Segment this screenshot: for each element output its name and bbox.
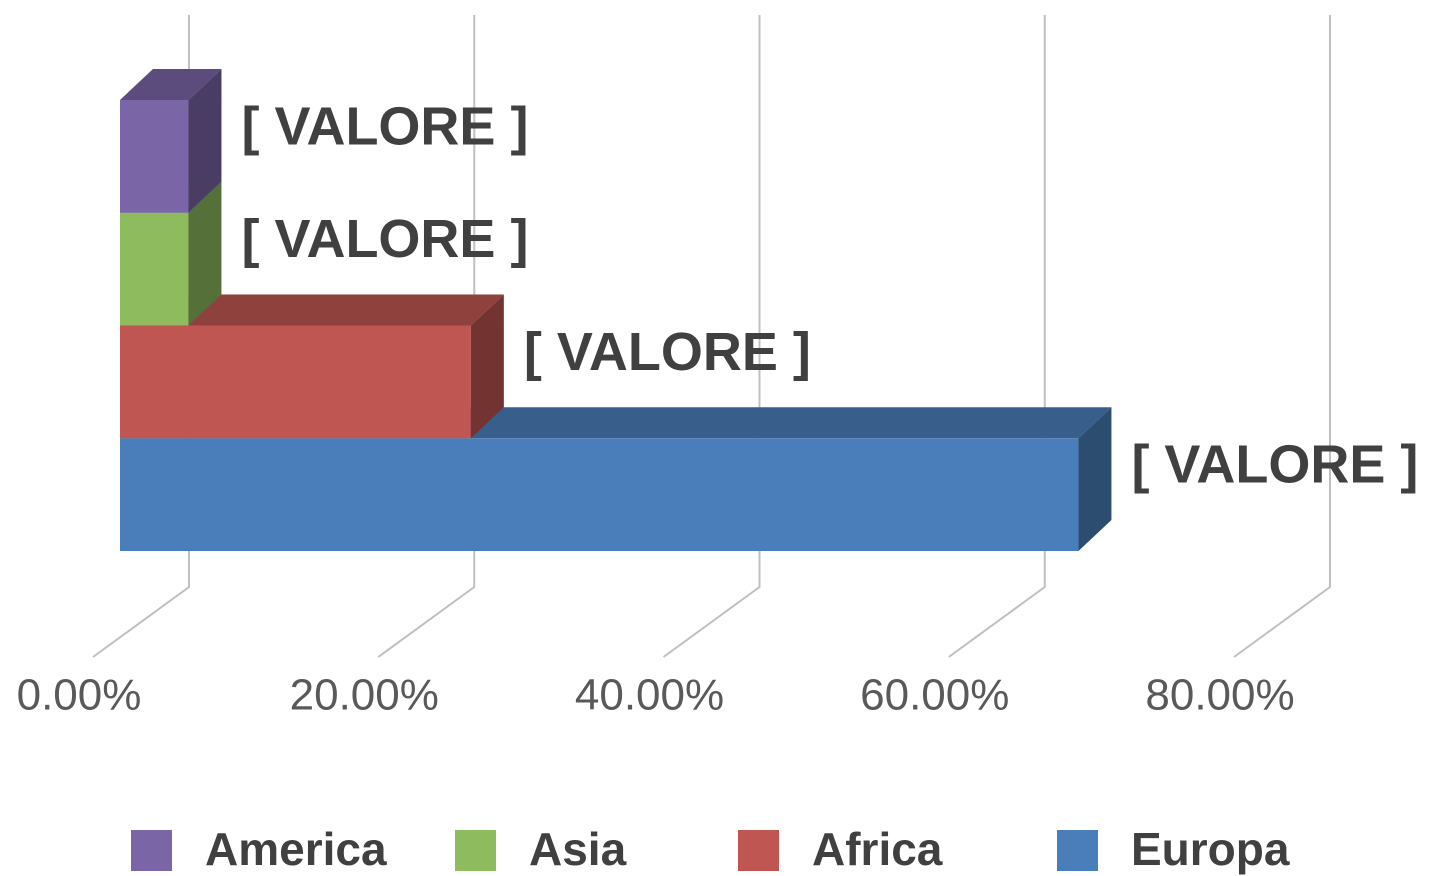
bar bbox=[120, 100, 189, 213]
grid-line bbox=[662, 15, 761, 658]
bar-side bbox=[1078, 407, 1112, 551]
bar-top bbox=[120, 294, 504, 326]
bar-side bbox=[188, 181, 222, 326]
legend-label: Asia bbox=[529, 823, 627, 875]
bar bbox=[120, 212, 189, 326]
grid-line bbox=[377, 15, 476, 658]
legend-swatch bbox=[1057, 830, 1098, 871]
data-label: [ VALORE ] bbox=[1131, 435, 1418, 495]
legend-label: America bbox=[205, 823, 387, 875]
x-tick-label: 40.00% bbox=[575, 671, 724, 720]
legend-label: Africa bbox=[812, 823, 943, 875]
legend-swatch bbox=[131, 830, 172, 871]
data-label: [ VALORE ] bbox=[524, 322, 811, 382]
bar-side bbox=[188, 69, 222, 213]
data-label: [ VALORE ] bbox=[241, 209, 528, 269]
data-label: [ VALORE ] bbox=[241, 96, 528, 156]
grid-line bbox=[1233, 15, 1331, 658]
bar-top bbox=[120, 69, 222, 100]
x-tick-label: 0.00% bbox=[17, 671, 142, 720]
x-tick-label: 20.00% bbox=[290, 671, 439, 720]
grid-line bbox=[948, 15, 1046, 658]
x-tick-label: 60.00% bbox=[860, 671, 1009, 720]
bar bbox=[120, 438, 1079, 551]
bar-side bbox=[470, 294, 504, 439]
legend-swatch bbox=[455, 830, 496, 871]
legend-label: Europa bbox=[1131, 823, 1290, 875]
legend-swatch bbox=[738, 830, 779, 871]
bar bbox=[120, 325, 471, 439]
x-tick-label: 80.00% bbox=[1145, 671, 1294, 720]
